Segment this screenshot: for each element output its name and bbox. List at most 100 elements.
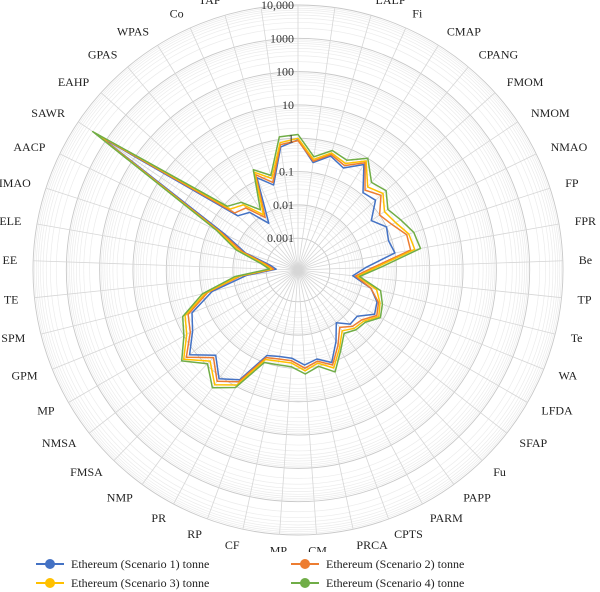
legend-item-scenario-2: Ethereum (Scenario 2) tonne [291, 556, 464, 572]
category-label: FPR [575, 214, 596, 228]
ring-label: 1000 [270, 31, 294, 45]
grid-spoke [297, 27, 407, 271]
category-label: CF [225, 538, 240, 552]
grid-spoke [279, 269, 299, 535]
legend-label: Ethereum (Scenario 4) tonne [326, 575, 465, 590]
category-label: TP [578, 292, 592, 306]
grid-spoke [157, 45, 299, 271]
grid-spoke [297, 92, 496, 271]
grid-spoke [59, 153, 299, 271]
grid-spoke [141, 269, 299, 485]
grid-spoke [297, 269, 483, 461]
grid-spoke [88, 269, 299, 434]
grid-spoke [297, 66, 469, 271]
category-label: MP [37, 404, 55, 418]
ring-label: 0.01 [273, 198, 294, 212]
radar-chart: 0.0010.010.1110100100010,000CCFoLALPFiCM… [0, 0, 596, 552]
grid-spoke [297, 7, 336, 271]
category-label: SAWR [31, 106, 65, 120]
ring-label: 0.001 [267, 231, 294, 245]
grid-spoke [297, 269, 508, 434]
chart-legend: Ethereum (Scenario 1) tonne Ethereum (Sc… [36, 554, 576, 592]
category-label: WPAS [117, 25, 149, 39]
grid-spoke [297, 269, 528, 403]
category-label: NMOM [531, 106, 570, 120]
category-label: GPAS [88, 48, 118, 62]
ring-label: 10,000 [261, 0, 294, 12]
category-label: Fu [493, 465, 506, 479]
category-label: CPTS [394, 527, 423, 541]
series-line-4 [91, 130, 422, 389]
category-label: NMAO [551, 140, 588, 154]
category-label: CMAP [447, 25, 481, 39]
grid-spoke [297, 269, 556, 335]
grid-spoke [34, 269, 299, 299]
grid-spoke [33, 260, 299, 271]
legend-marker-icon [291, 558, 319, 570]
category-label: Be [579, 253, 592, 267]
grid-spoke [45, 187, 299, 271]
grid-spoke [36, 223, 299, 271]
category-label: PARM [430, 511, 463, 525]
grid-spoke [297, 269, 390, 520]
legend-label: Ethereum (Scenario 2) tonne [326, 556, 465, 571]
ring-label: 1 [288, 131, 294, 145]
grid-spoke [127, 66, 299, 271]
category-label: LALP [376, 0, 406, 7]
legend-item-scenario-4: Ethereum (Scenario 4) tonne [291, 575, 464, 591]
grid-spoke [242, 269, 299, 530]
legend-item-scenario-3: Ethereum (Scenario 3) tonne [36, 575, 209, 591]
ring-label: 100 [276, 65, 294, 79]
legend-marker-icon [36, 577, 64, 589]
category-label: LFDA [541, 404, 573, 418]
legend-label: Ethereum (Scenario 3) tonne [71, 575, 210, 590]
grid-spoke [297, 153, 537, 271]
grid-spoke [297, 269, 544, 370]
category-label: PR [151, 511, 166, 525]
category-label: IMAO [0, 176, 31, 190]
category-label: PRCA [356, 538, 388, 552]
grid-spoke [224, 15, 299, 271]
legend-marker-icon [36, 558, 64, 570]
grid-spoke [297, 269, 455, 485]
category-label: SFAP [519, 436, 547, 450]
category-label: GPM [11, 368, 37, 382]
category-label: RP [187, 527, 202, 541]
category-label: Co [170, 6, 184, 20]
grid-spoke [113, 269, 299, 461]
series-group [91, 130, 422, 389]
category-label: FP [565, 176, 579, 190]
grid-spoke [297, 45, 439, 271]
grid-spoke [297, 121, 518, 271]
grid [32, 4, 564, 536]
grid-spoke [206, 269, 299, 520]
legend-label: Ethereum (Scenario 1) tonne [71, 556, 210, 571]
category-label: SPM [1, 331, 25, 345]
category-label: ELE [0, 214, 21, 228]
grid-spoke [297, 260, 563, 271]
category-label: AACP [13, 140, 45, 154]
category-label: MP [270, 543, 288, 552]
grid-spoke [297, 269, 562, 299]
category-label: NMP [107, 490, 133, 504]
grid-spoke [78, 121, 299, 271]
grid-spoke [297, 223, 560, 271]
grid-spoke [297, 269, 317, 535]
category-label: EAHP [58, 75, 90, 89]
legend-item-scenario-1: Ethereum (Scenario 1) tonne [36, 556, 209, 572]
grid-spoke [297, 187, 551, 271]
ring-label: 10 [282, 98, 294, 112]
category-label: TE [4, 292, 19, 306]
grid-spoke [297, 269, 354, 530]
category-label: NMSA [42, 436, 77, 450]
grid-spoke [40, 269, 299, 335]
ring-label: 0.1 [279, 165, 294, 179]
category-label: TAP [199, 0, 221, 7]
grid-spoke [297, 269, 423, 505]
category-label: FMSA [70, 465, 103, 479]
category-label: Te [571, 331, 583, 345]
grid-spoke [297, 15, 372, 271]
grid-spoke [100, 92, 299, 271]
category-label: CM [308, 543, 327, 552]
category-label: Fi [412, 6, 423, 20]
